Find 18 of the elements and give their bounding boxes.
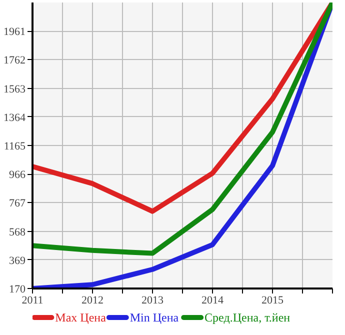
y-tick-label: 1762 [4, 54, 26, 67]
x-tick-label: 2012 [82, 294, 104, 306]
y-tick-label: 1563 [4, 83, 26, 96]
y-tick-label: 1165 [4, 140, 26, 152]
x-tick-label: 2011 [22, 294, 44, 306]
legend-label: Max Цена [55, 310, 107, 324]
y-tick-label: 966 [9, 169, 26, 182]
x-tick-label: 2014 [202, 294, 224, 306]
x-tick-label: 2013 [142, 294, 164, 306]
y-tick-label: 369 [9, 254, 26, 267]
x-tick-label: 2015 [262, 294, 284, 306]
y-tick-label: 568 [9, 226, 26, 238]
y-tick-label: 1364 [4, 112, 26, 124]
legend-label: Сред.Цена, т.йен [204, 310, 291, 324]
legend-label: Min Цена [130, 310, 180, 324]
y-tick-label: 170 [9, 284, 26, 296]
y-tick-label: 767 [9, 198, 26, 210]
y-tick-label: 1961 [4, 26, 26, 38]
